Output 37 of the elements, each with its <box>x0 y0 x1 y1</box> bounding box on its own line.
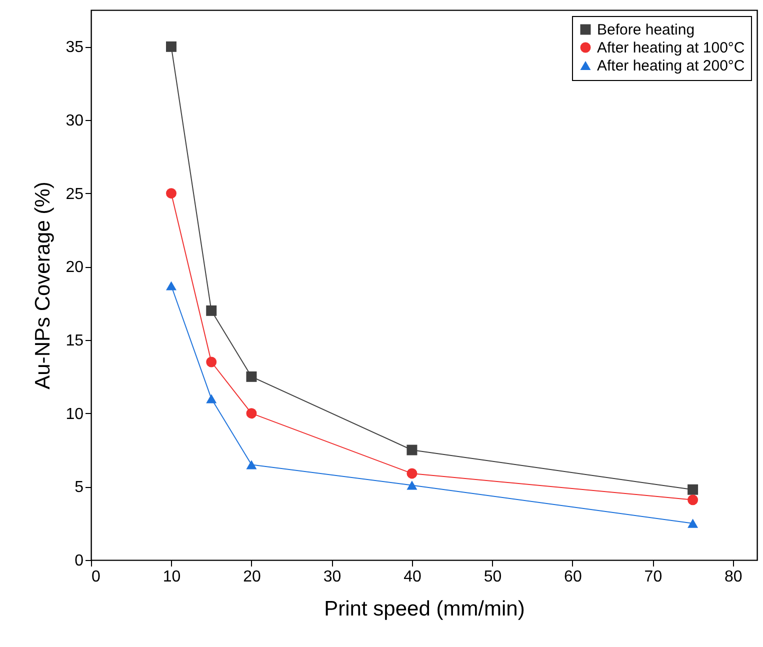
point <box>206 394 217 404</box>
point <box>246 460 257 470</box>
y-tick-label: 20 <box>66 259 84 276</box>
x-tick-label: 50 <box>484 568 502 586</box>
point <box>166 281 176 290</box>
point <box>406 480 418 490</box>
x-tick-label: 70 <box>644 568 662 586</box>
x-tick-label: 30 <box>323 568 342 586</box>
point <box>206 305 217 316</box>
y-tick-label: 15 <box>66 332 84 350</box>
point <box>688 484 698 495</box>
point <box>688 494 698 506</box>
x-axis-title: Print speed (mm/min) <box>324 598 525 620</box>
point <box>246 371 257 382</box>
x-tick-label: 0 <box>92 568 100 586</box>
x-tick-label: 60 <box>564 568 582 586</box>
legend-label: After heating at 100°C <box>597 40 745 56</box>
y-tick-label: 30 <box>66 112 84 130</box>
point <box>688 518 698 528</box>
y-axis-title: Au-NPs Coverage (%) <box>32 182 55 390</box>
point <box>206 356 217 368</box>
legend-label: Before heating <box>597 22 695 38</box>
y-tick-label: 0 <box>74 552 84 570</box>
point <box>166 41 176 52</box>
point <box>166 188 176 199</box>
x-tick-label: 80 <box>724 568 742 586</box>
y-tick-label: 5 <box>74 479 84 496</box>
x-tick-label: 40 <box>404 568 422 586</box>
point <box>246 408 257 419</box>
x-tick-label: 10 <box>162 568 181 586</box>
legend-label: After heating at 200°C <box>597 58 745 74</box>
y-tick-label: 10 <box>66 406 84 423</box>
y-tick-label: 35 <box>66 39 84 56</box>
point <box>406 444 418 456</box>
y-tick-label: 25 <box>66 186 84 203</box>
point <box>406 468 418 479</box>
x-tick-label: 20 <box>243 568 261 586</box>
